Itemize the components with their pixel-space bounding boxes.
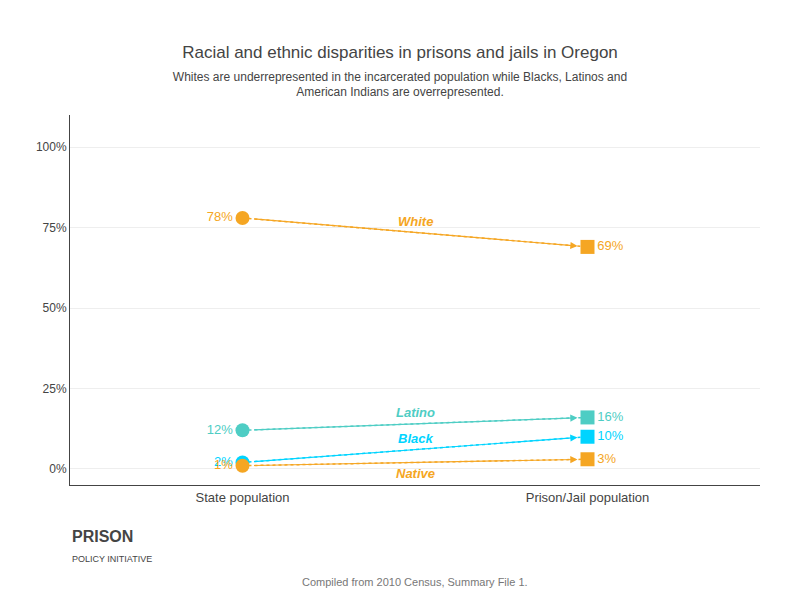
svg-text:100%: 100% — [36, 140, 67, 154]
svg-text:16%: 16% — [597, 409, 623, 424]
svg-text:1%: 1% — [214, 457, 233, 472]
svg-text:69%: 69% — [597, 238, 623, 253]
svg-text:25%: 25% — [43, 382, 67, 396]
svg-text:50%: 50% — [43, 301, 67, 315]
svg-text:3%: 3% — [597, 451, 616, 466]
svg-text:0%: 0% — [49, 462, 67, 476]
svg-text:State population: State population — [196, 490, 290, 505]
svg-text:White: White — [398, 214, 433, 229]
svg-text:2%: 2% — [214, 454, 233, 469]
svg-text:Racial and ethnic disparities: Racial and ethnic disparities in prisons… — [182, 43, 618, 62]
svg-text:Whites are underrepresented in: Whites are underrepresented in the incar… — [173, 70, 627, 100]
svg-text:78%: 78% — [207, 209, 233, 224]
svg-text:Black: Black — [398, 431, 433, 446]
svg-text:75%: 75% — [43, 221, 67, 235]
svg-text:12%: 12% — [207, 422, 233, 437]
svg-text:POLICY INITIATIVE: POLICY INITIATIVE — [72, 554, 152, 564]
svg-text:10%: 10% — [597, 428, 623, 443]
svg-text:Latino: Latino — [396, 405, 435, 420]
svg-text:Native: Native — [396, 466, 435, 481]
svg-text:Compiled from 2010 Census, Sum: Compiled from 2010 Census, Summary File … — [302, 576, 528, 588]
svg-text:PRISON: PRISON — [72, 528, 133, 545]
svg-text:Prison/Jail population: Prison/Jail population — [526, 490, 650, 505]
